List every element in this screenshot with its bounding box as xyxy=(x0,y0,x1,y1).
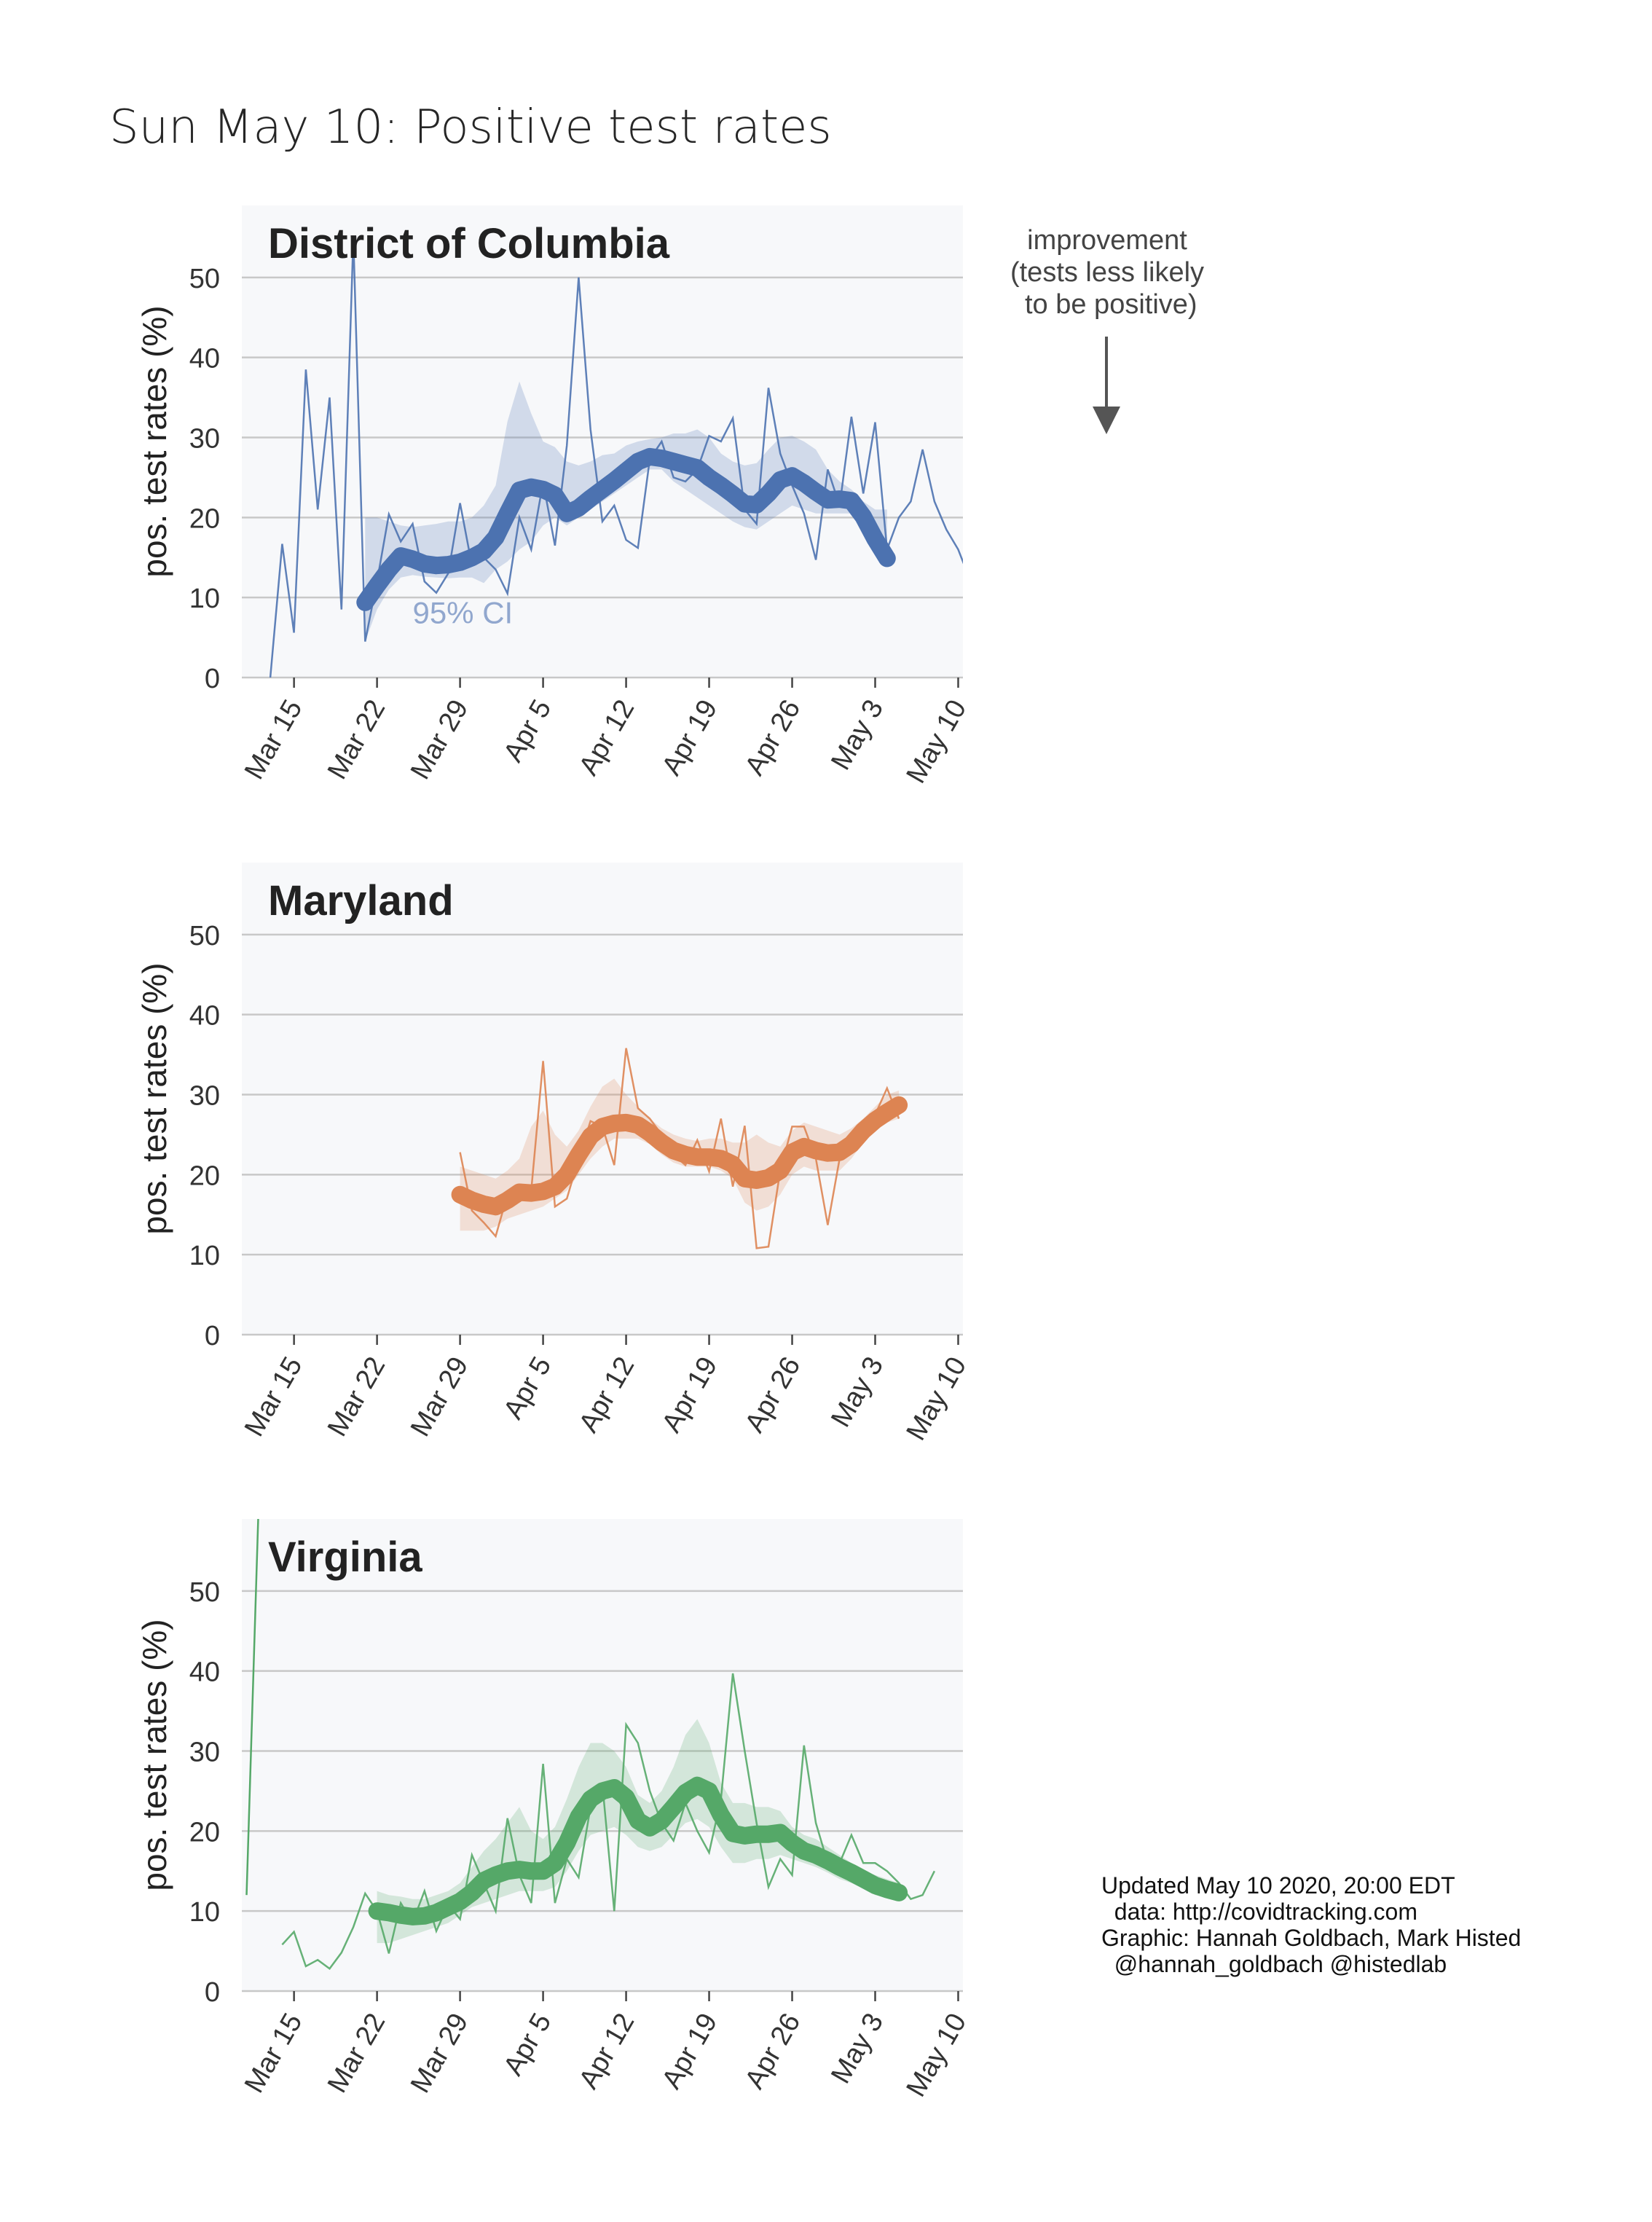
x-tick-label: Apr 5 xyxy=(498,695,558,768)
x-tick-label: May 10 xyxy=(901,2009,973,2103)
x-tick-label: Apr 19 xyxy=(656,2009,723,2095)
x-tick-label: Apr 26 xyxy=(739,2009,806,2095)
x-tick-label: Apr 5 xyxy=(498,1352,558,1425)
x-tick-label: Apr 12 xyxy=(573,1352,640,1438)
ci-band xyxy=(365,381,887,642)
y-tick-label: 0 xyxy=(205,1321,220,1351)
x-tick-label: Mar 22 xyxy=(322,2009,392,2098)
y-tick-label: 20 xyxy=(189,1161,220,1191)
plot-background xyxy=(242,1519,963,1991)
x-tick-label: Mar 15 xyxy=(239,1352,309,1442)
raw-daily-line xyxy=(269,237,963,678)
panel-title: Maryland xyxy=(268,877,454,924)
x-tick-label: Apr 12 xyxy=(573,695,640,781)
x-tick-label: Mar 15 xyxy=(239,2009,309,2098)
y-tick-label: 50 xyxy=(189,921,220,951)
chart-panel-0: 0 10 20 30 40 50 Mar 15 Mar 22 Mar 29 Apr 5 Apr 12… xyxy=(135,205,972,788)
chart-panel-1: 0 10 20 30 40 50 Mar 15 Mar 22 Mar 29 Apr 5 Apr 12… xyxy=(135,863,972,1445)
x-tick-label: Mar 15 xyxy=(239,695,309,785)
x-tick-label: Mar 22 xyxy=(322,1352,392,1442)
improvement-annotation: improvement (tests less likely to be pos… xyxy=(1010,225,1205,320)
y-axis-label: pos. test rates (%) xyxy=(135,962,173,1234)
smoothed-line xyxy=(451,1096,908,1216)
x-tick-label: Mar 29 xyxy=(405,1352,475,1442)
improvement-arrow xyxy=(1093,337,1120,434)
x-tick-label: May 10 xyxy=(901,1352,973,1446)
x-tick-label: Apr 19 xyxy=(656,1352,723,1438)
credits-text: Updated May 10 2020, 20:00 EDT data: htt… xyxy=(1101,1872,1522,1977)
data-layer xyxy=(245,1519,936,1970)
y-axis-label: pos. test rates (%) xyxy=(135,1619,173,1891)
y-tick-label: 40 xyxy=(189,344,220,374)
x-tick-label: May 3 xyxy=(825,2009,889,2089)
y-axis-label: pos. test rates (%) xyxy=(135,305,173,577)
y-tick-label: 20 xyxy=(189,503,220,534)
main-title: Sun May 10: Positive test rates xyxy=(109,101,832,154)
x-tick-label: Apr 19 xyxy=(656,695,723,781)
x-tick-label: May 3 xyxy=(825,695,889,776)
y-tick-label: 30 xyxy=(189,1738,220,1768)
y-tick-label: 0 xyxy=(205,1977,220,2008)
y-tick-label: 10 xyxy=(189,1897,220,1928)
y-tick-label: 40 xyxy=(189,1657,220,1688)
x-tick-label: Mar 22 xyxy=(322,695,392,785)
y-tick-label: 10 xyxy=(189,584,220,614)
x-tick-label: Apr 26 xyxy=(739,1352,806,1438)
x-tick-label: Apr 5 xyxy=(498,2009,558,2081)
y-tick-label: 50 xyxy=(189,1577,220,1608)
x-tick-label: Mar 29 xyxy=(405,2009,475,2098)
x-tick-label: May 10 xyxy=(901,695,973,789)
y-tick-label: 40 xyxy=(189,1001,220,1032)
x-tick-label: Apr 26 xyxy=(739,695,806,781)
x-tick-label: Apr 12 xyxy=(573,2009,640,2095)
y-tick-label: 10 xyxy=(189,1241,220,1271)
x-tick-label: May 3 xyxy=(825,1352,889,1433)
panel-title: District of Columbia xyxy=(268,220,670,267)
panel-title: Virginia xyxy=(268,1534,422,1581)
plot-background xyxy=(242,863,963,1335)
ci-label: 95% CI xyxy=(412,595,513,629)
smoothed-line xyxy=(356,447,896,611)
raw-daily-line-early xyxy=(245,1519,259,1896)
x-tick-label: Mar 29 xyxy=(405,695,475,785)
smoothed-line xyxy=(368,1776,908,1925)
y-tick-label: 30 xyxy=(189,424,220,455)
data-layer xyxy=(451,1048,908,1249)
y-tick-label: 50 xyxy=(189,264,220,294)
y-tick-label: 20 xyxy=(189,1817,220,1848)
y-tick-label: 30 xyxy=(189,1081,220,1112)
data-layer xyxy=(269,237,963,678)
ci-band xyxy=(377,1719,900,1944)
chart-panel-2: 0 10 20 30 40 50 Mar 15 Mar 22 Mar 29 Apr 5 Apr 12… xyxy=(135,1519,973,2103)
y-tick-label: 0 xyxy=(205,664,220,694)
